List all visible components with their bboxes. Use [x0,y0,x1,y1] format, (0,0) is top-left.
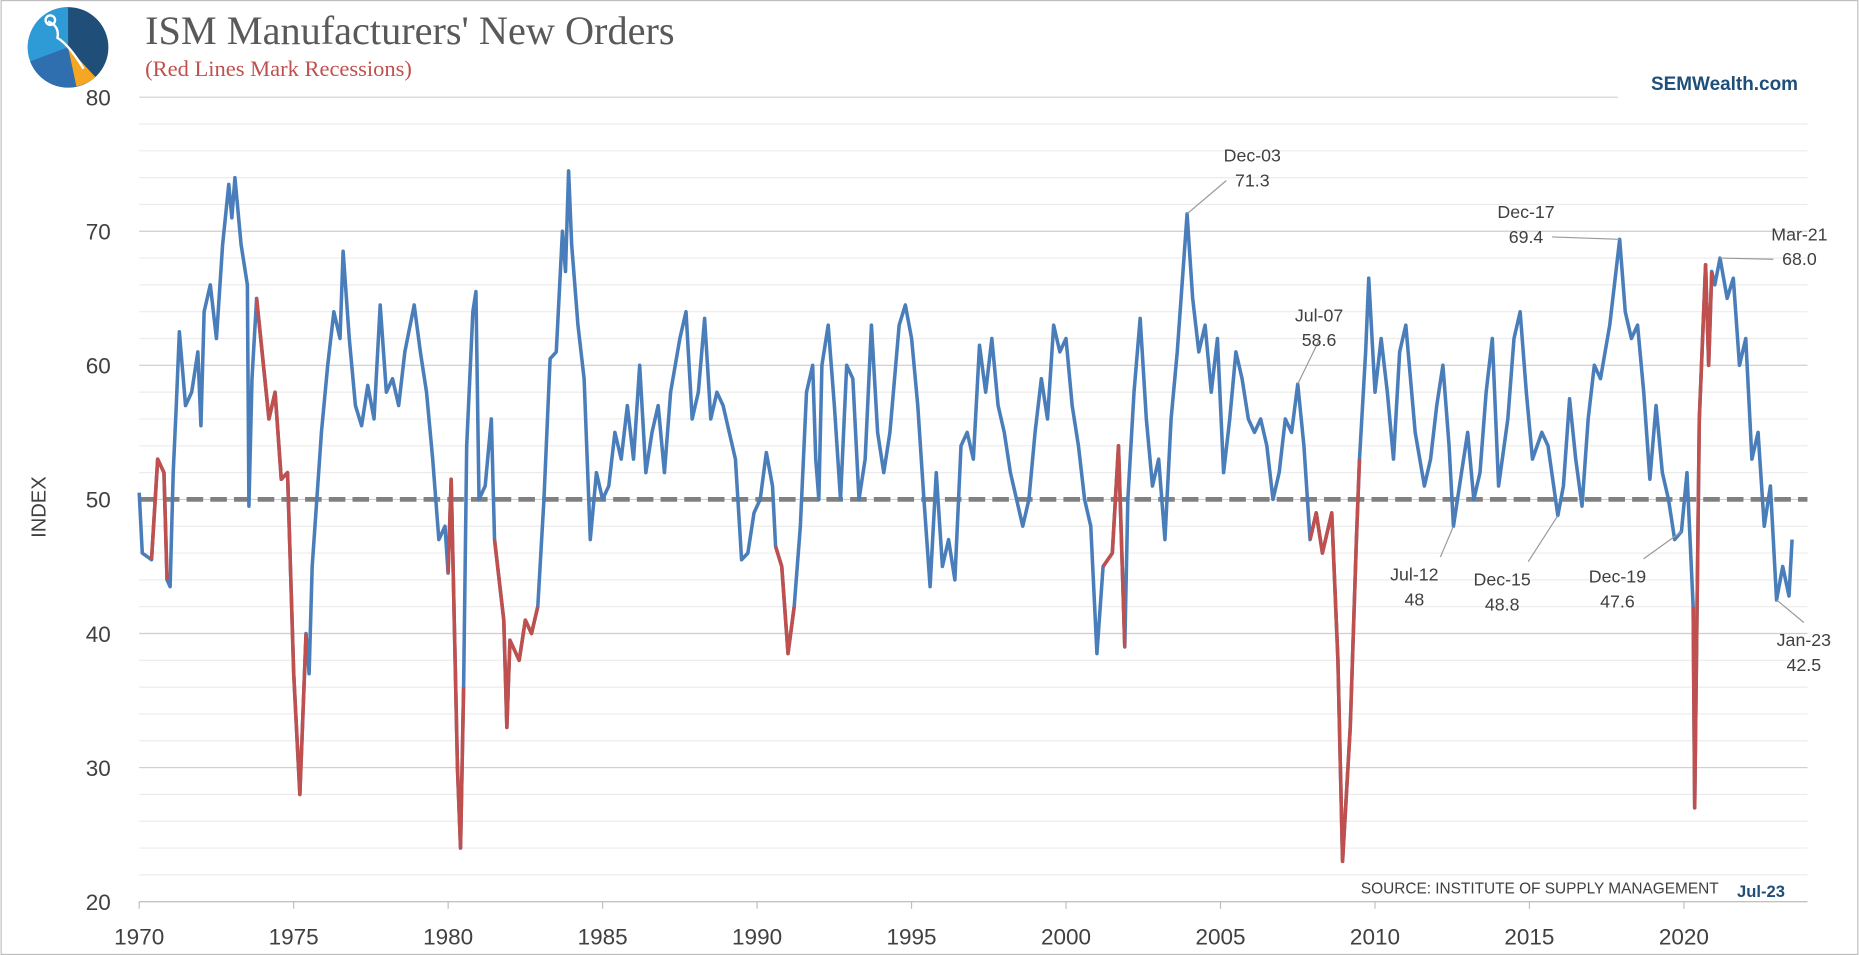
recession-line [492,539,540,730]
x-tick-label: 1995 [887,924,937,949]
y-axis-label: INDEX [29,476,51,538]
annotation-value: 58.6 [1302,330,1337,350]
recession-line [1308,459,1362,864]
annotation-value: 48 [1404,590,1424,610]
annotation-label: Dec-03 [1224,146,1281,166]
x-tick-label: 2020 [1659,924,1709,949]
recession-line [1691,263,1714,810]
recession-line [773,545,796,656]
annotation-value: 69.4 [1509,227,1544,247]
x-tick-label: 1970 [114,924,164,949]
x-tick-label: 2000 [1041,924,1091,949]
annotation-label: Dec-15 [1474,569,1531,589]
y-tick-label: 60 [86,354,111,379]
x-tick-label: 2015 [1504,924,1554,949]
annotation-label: Jul-07 [1295,305,1343,325]
as-of-date: Jul-23 [1737,882,1785,901]
annotation-label: Jan-23 [1777,630,1831,650]
x-tick-label: 1975 [269,924,319,949]
annotation-value: 48.8 [1485,594,1520,614]
annotation-leader [1776,599,1805,623]
logo [27,7,109,88]
recession-line [1101,443,1127,647]
annotation-leader [1527,515,1559,563]
y-tick-label: 20 [86,890,111,915]
annotation-value: 47.6 [1600,591,1635,611]
annotation-leader [1186,180,1227,215]
recession-line [254,298,308,797]
y-tick-label: 40 [86,622,111,647]
annotation-label: Dec-19 [1589,567,1646,587]
annotation-value: 68.0 [1782,249,1817,269]
chart-title: ISM Manufacturers' New Orders [145,8,674,53]
annotation-leader [1720,257,1774,260]
y-tick-label: 50 [86,488,111,513]
annotation-value: 71.3 [1235,171,1270,191]
x-tick-label: 2010 [1350,924,1400,949]
annotation-leader [1552,236,1620,240]
brand: SEMWealth.com [1651,74,1798,95]
annotation-leader [1297,340,1320,385]
annotation-value: 42.5 [1787,655,1822,675]
annotation-leader [1439,526,1454,558]
y-tick-label: 70 [86,220,111,245]
recession-line [149,457,169,580]
x-tick-label: 2005 [1195,924,1245,949]
y-tick-label: 80 [86,85,111,110]
annotation-label: Jul-12 [1390,565,1438,585]
index-line [137,169,1794,864]
x-tick-label: 1985 [578,924,628,949]
annotation-leader [1643,531,1682,560]
y-tick-label: 30 [86,756,111,781]
annotation-label: Dec-17 [1497,202,1554,222]
chart-subtitle: (Red Lines Mark Recessions) [145,56,412,81]
x-tick-label: 1980 [423,924,473,949]
source-note: SOURCE: INSTITUTE OF SUPPLY MANAGEMENT [1361,880,1719,897]
x-tick-label: 1990 [732,924,782,949]
recession-line [446,477,466,850]
annotation-label: Mar-21 [1771,224,1827,244]
